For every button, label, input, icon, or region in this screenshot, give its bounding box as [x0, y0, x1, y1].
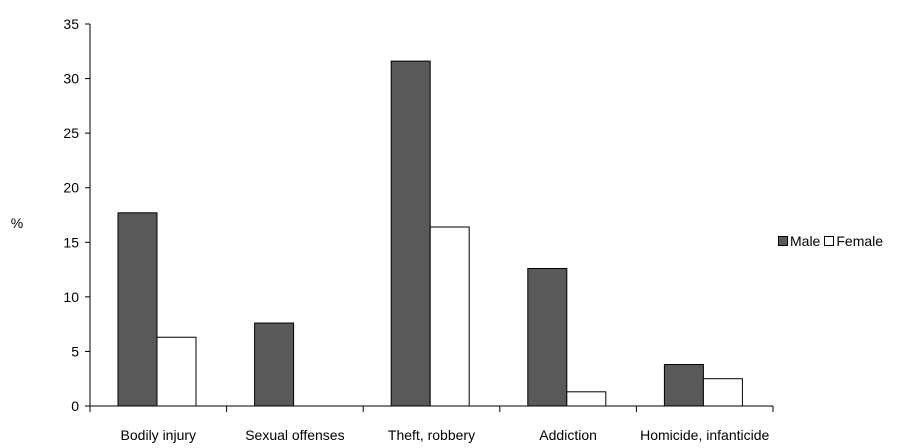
x-tick-label: Theft, robbery: [388, 427, 475, 443]
bar-female: [566, 391, 607, 407]
bar-female: [429, 226, 470, 407]
bar-male: [390, 60, 431, 407]
y-tick-label: 10: [63, 289, 79, 305]
plot-area: 0 5 10 15 20 25 30 35 Bodily injury Sexual offens…: [63, 16, 774, 443]
legend-label-male: Male: [790, 233, 821, 249]
y-tick-label: 35: [63, 16, 79, 32]
legend-item-male: Male: [778, 233, 820, 249]
x-tick-label: Sexual offenses: [245, 427, 344, 443]
y-tick-label: 0: [71, 398, 79, 414]
y-axis-label: %: [11, 215, 23, 231]
legend-swatch-female: [824, 236, 835, 246]
y-tick-label: 25: [63, 125, 79, 141]
y-tick-label: 5: [71, 343, 79, 359]
y-tick-label: 30: [63, 71, 79, 87]
y-tick-label: 15: [63, 234, 79, 250]
bar-male: [527, 267, 568, 407]
bar-female: [702, 378, 743, 407]
bar-male: [117, 212, 158, 407]
x-tick-label: Bodily injury: [121, 427, 196, 443]
y-tick-label: 20: [63, 180, 79, 196]
legend-swatch-male: [778, 236, 788, 246]
legend-label-female: Female: [836, 233, 884, 249]
x-tick-label: Addiction: [539, 427, 597, 443]
x-tick-label: Homicide, infanticide: [640, 427, 769, 443]
bar-female: [156, 336, 197, 407]
legend: Male Female: [778, 233, 887, 249]
bar-male: [663, 364, 704, 407]
bar-male: [254, 322, 295, 407]
legend-item-female: Female: [824, 233, 883, 249]
